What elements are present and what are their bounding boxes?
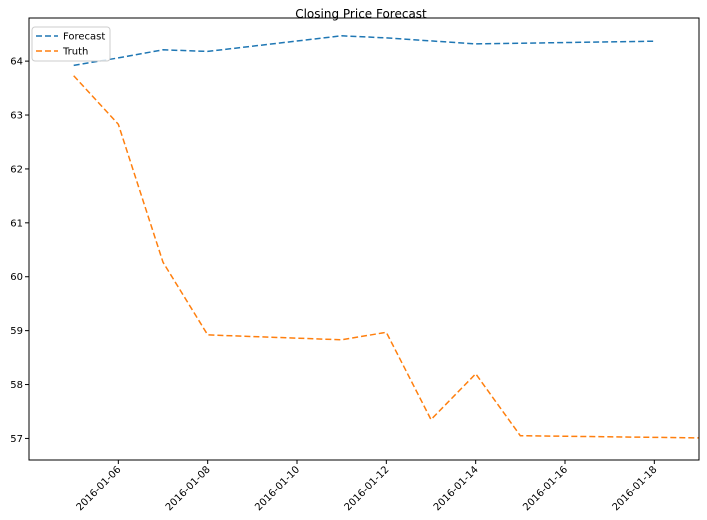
y-tick-label: 58	[10, 380, 23, 391]
y-tick-label: 59	[10, 326, 23, 337]
legend-label: Forecast	[63, 32, 105, 43]
series-line-truth	[73, 75, 700, 439]
series-lines	[73, 35, 700, 439]
plot-frame	[28, 17, 700, 461]
series-line-forecast	[73, 35, 655, 67]
legend-box	[31, 26, 111, 62]
x-tick-label: 2016-01-12	[343, 464, 392, 513]
y-tick-label: 57	[10, 434, 23, 445]
x-tick-label: 2016-01-08	[164, 464, 213, 513]
x-tick-label: 2016-01-06	[75, 464, 124, 513]
chart-title: Closing Price Forecast	[295, 7, 427, 21]
y-tick-label: 64	[10, 57, 23, 68]
x-tick-label: 2016-01-16	[521, 464, 570, 513]
legend: Forecast Truth	[31, 26, 111, 62]
y-tick-label: 61	[10, 218, 23, 229]
y-tick-label: 62	[10, 164, 23, 175]
x-tick-label: 2016-01-14	[432, 464, 481, 513]
legend-label: Truth	[62, 47, 88, 58]
x-axis: 2016-01-06 2016-01-08 2016-01-10 2016-01-12…	[75, 460, 660, 513]
x-tick-label: 2016-01-10	[253, 464, 302, 513]
y-tick-label: 63	[10, 111, 23, 122]
x-tick-label: 2016-01-18	[611, 464, 660, 513]
y-axis: 57 58 59 60 61 62 63 64	[10, 57, 29, 445]
y-tick-label: 60	[10, 272, 23, 283]
